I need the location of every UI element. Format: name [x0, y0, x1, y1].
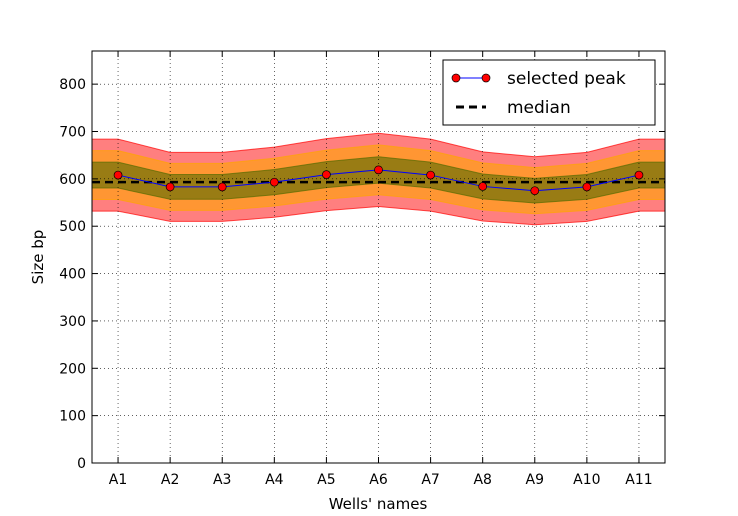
y-tick-label: 200: [59, 361, 86, 377]
selected-peak-marker: [113, 170, 123, 180]
series: [92, 165, 665, 196]
y-tick-label: 600: [59, 172, 86, 188]
x-tick-label: A8: [473, 472, 491, 488]
legend-label-selected-peak: selected peak: [507, 69, 626, 89]
y-tick-label: 300: [59, 314, 86, 330]
legend-marker-selected-peak: [481, 73, 491, 83]
x-tick-label: A11: [625, 472, 652, 488]
y-tick-label: 700: [59, 125, 86, 141]
selected-peak-marker: [530, 186, 540, 196]
ticks: 0 100 200 300 400 500 600 700 800 A1 A2 A3 A4 A5 A6 A7 A…: [59, 51, 665, 488]
x-tick-label: A10: [573, 472, 600, 488]
selected-peak-marker: [426, 170, 435, 180]
selected-peak-marker: [269, 177, 279, 187]
y-tick-label: 500: [59, 219, 86, 235]
legend: selected peak median: [442, 59, 656, 126]
x-tick-label: A9: [526, 472, 544, 488]
x-tick-label: A3: [213, 472, 231, 488]
x-tick-label: A5: [317, 472, 335, 488]
legend-marker-selected-peak: [451, 73, 461, 83]
x-tick-label: A4: [265, 472, 284, 488]
selected-peak-marker: [217, 182, 227, 192]
x-tick-label: A7: [421, 472, 439, 488]
x-tick-label: A1: [109, 472, 127, 488]
y-axis-label: Size bp: [29, 230, 47, 285]
y-tick-label: 400: [59, 267, 86, 283]
x-tick-label: A6: [369, 472, 388, 488]
x-axis-label: Wells' names: [329, 495, 428, 513]
x-tick-label: A2: [161, 472, 179, 488]
selected-peak-marker: [634, 170, 644, 180]
legend-label-median: median: [507, 98, 571, 118]
y-tick-label: 100: [59, 409, 86, 425]
legend-box: [442, 59, 656, 126]
selected-peak-marker: [478, 182, 488, 191]
selected-peak-marker: [582, 182, 592, 192]
y-tick-label: 0: [77, 456, 86, 472]
selected-peak-marker: [322, 170, 331, 179]
selected-peak-marker: [374, 165, 383, 175]
selected-peak-marker: [165, 182, 175, 192]
y-tick-label: 800: [59, 77, 86, 93]
